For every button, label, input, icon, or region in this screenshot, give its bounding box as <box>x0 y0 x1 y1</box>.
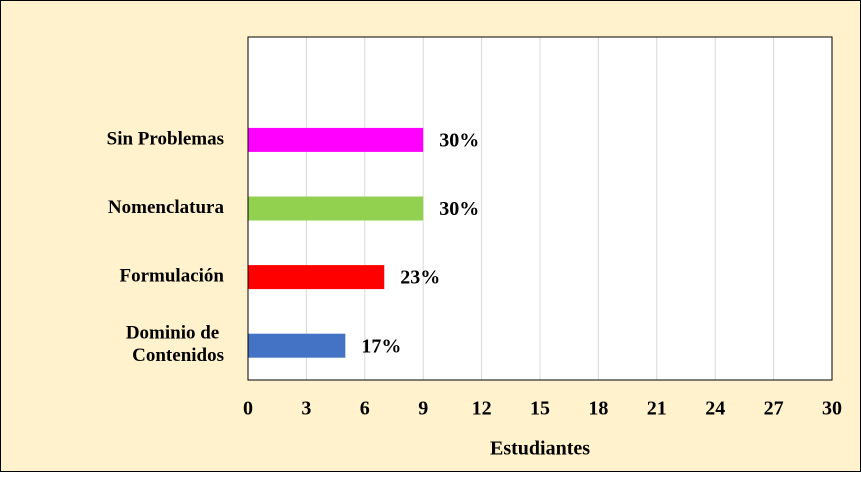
value-label: 23% <box>400 267 440 289</box>
y-tick-label: Nomenclatura <box>108 197 225 218</box>
x-tick-label: 0 <box>243 398 253 420</box>
x-tick-label: 9 <box>418 398 428 420</box>
value-label: 30% <box>439 129 479 151</box>
bar <box>248 196 424 221</box>
bar <box>248 265 385 290</box>
x-tick-label: 12 <box>472 398 492 420</box>
x-tick-label: 6 <box>360 398 370 420</box>
plot-border <box>247 36 833 381</box>
x-tick-label: 18 <box>588 398 608 420</box>
x-tick-label: 30 <box>822 398 842 420</box>
bar <box>248 127 424 152</box>
x-tick-label: 3 <box>301 398 311 420</box>
value-label: 30% <box>439 198 479 220</box>
x-axis-label: Estudiantes <box>490 438 590 460</box>
y-tick-label: Sin Problemas <box>107 128 224 149</box>
x-tick-label: 15 <box>530 398 550 420</box>
y-tick-label: Formulación <box>120 265 225 286</box>
bar <box>248 333 346 358</box>
x-tick-label: 24 <box>705 398 725 420</box>
y-tick-label: Dominio de Contenidos <box>126 323 224 367</box>
x-tick-label: 27 <box>764 398 784 420</box>
value-label: 17% <box>361 335 401 357</box>
x-tick-label: 21 <box>647 398 667 420</box>
